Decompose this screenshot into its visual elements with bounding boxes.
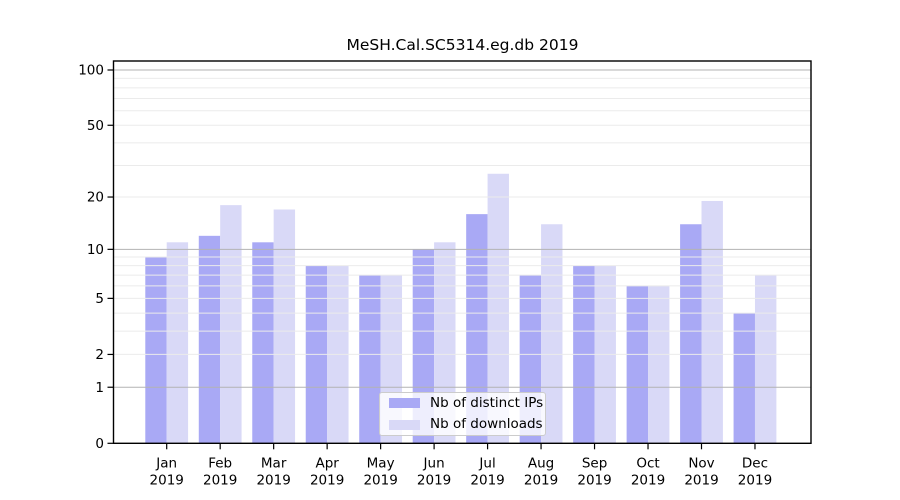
bar-distinct-ips-oct xyxy=(626,285,649,444)
legend-swatch-downloads xyxy=(389,419,420,430)
bar-distinct-ips-mar xyxy=(252,242,274,444)
bar-downloads-jul xyxy=(487,173,509,444)
x-tick-label-year: 2019 xyxy=(470,473,504,489)
y-tick-label: 2 xyxy=(95,347,104,363)
bar-downloads-feb xyxy=(220,205,242,444)
x-tick-label-year: 2019 xyxy=(684,473,718,489)
x-tick-label-year: 2019 xyxy=(577,473,611,489)
legend-item-distinct-ips: Nb of distinct IPs xyxy=(389,396,543,411)
legend-item-downloads: Nb of downloads xyxy=(389,417,543,432)
x-tick-label-year: 2019 xyxy=(150,473,184,489)
plot-border xyxy=(112,60,812,444)
bar-distinct-ips-jul xyxy=(466,214,488,444)
x-tick-label-month: Mar xyxy=(261,456,287,472)
bar-distinct-ips-dec xyxy=(733,313,755,444)
bar-downloads-oct xyxy=(648,285,670,444)
x-tick-label-month: Jan xyxy=(155,456,177,472)
bar-downloads-nov xyxy=(701,200,723,444)
x-tick-label-month: Sep xyxy=(582,456,607,472)
y-tick-label: 1 xyxy=(95,380,104,396)
bar-downloads-dec xyxy=(754,275,777,444)
bar-distinct-ips-may xyxy=(359,275,381,444)
legend: Nb of distinct IPs Nb of downloads xyxy=(379,392,546,436)
legend-label-downloads: Nb of downloads xyxy=(430,416,543,432)
x-tick-label-year: 2019 xyxy=(631,473,665,489)
x-tick-label-month: Nov xyxy=(688,456,714,472)
x-tick-label-year: 2019 xyxy=(310,473,344,489)
legend-label-distinct-ips: Nb of distinct IPs xyxy=(430,394,544,411)
y-tick-label: 5 xyxy=(95,291,104,307)
y-tick-label: 100 xyxy=(78,63,104,79)
y-tick-label: 20 xyxy=(87,190,104,206)
bar-distinct-ips-nov xyxy=(680,224,702,444)
x-tick-label-year: 2019 xyxy=(738,473,772,489)
y-tick-label: 10 xyxy=(87,242,104,258)
bar-downloads-jan xyxy=(166,242,189,444)
y-tick-label: 0 xyxy=(95,436,104,452)
x-tick-label-month: Feb xyxy=(208,456,232,472)
x-tick-label-month: Jun xyxy=(423,456,445,472)
x-tick-label-month: Dec xyxy=(742,456,768,472)
x-tick-label-month: Oct xyxy=(636,456,659,472)
x-tick-label-year: 2019 xyxy=(524,473,558,489)
x-tick-label-year: 2019 xyxy=(417,473,451,489)
x-tick-label-month: Jul xyxy=(478,456,495,472)
bar-distinct-ips-jan xyxy=(145,257,167,444)
legend-swatch-distinct-ips xyxy=(389,398,420,409)
x-tick-label-month: May xyxy=(367,456,395,472)
x-tick-label-year: 2019 xyxy=(203,473,237,489)
x-tick-label-month: Apr xyxy=(315,456,339,472)
x-tick-label-year: 2019 xyxy=(256,473,290,489)
bar-downloads-aug xyxy=(541,224,563,444)
x-tick-label-year: 2019 xyxy=(363,473,397,489)
y-tick-label: 50 xyxy=(87,118,104,134)
x-tick-label-month: Aug xyxy=(528,456,554,472)
chart-title: MeSH.Cal.SC5314.eg.db 2019 xyxy=(346,36,579,54)
bar-downloads-mar xyxy=(273,209,296,444)
bar-distinct-ips-feb xyxy=(198,235,221,444)
